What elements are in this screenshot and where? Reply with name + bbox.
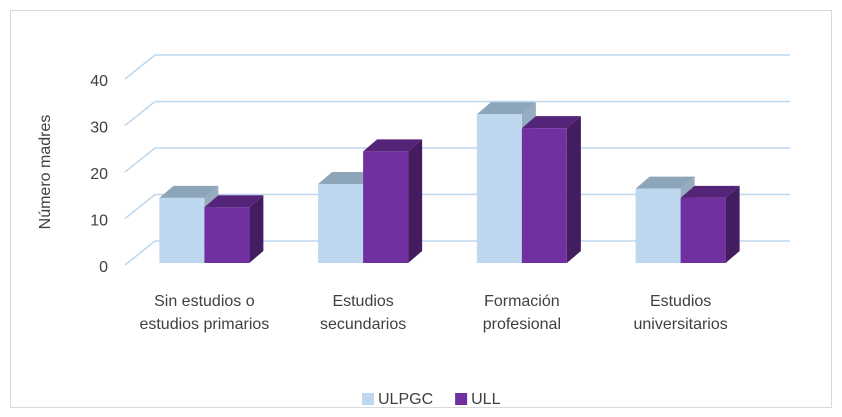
bar-side — [408, 139, 423, 263]
grid-line-depth — [124, 240, 156, 266]
bar-side — [249, 195, 264, 263]
bar — [635, 188, 681, 263]
bar — [159, 197, 205, 263]
bar — [363, 151, 409, 263]
x-tick-label: Estudios secundarios — [319, 293, 407, 333]
x-tick-label: Formación profesional — [482, 293, 562, 333]
y-tick-label: 0 — [99, 259, 108, 276]
bar-top — [204, 195, 264, 208]
bar-top — [159, 185, 219, 198]
bar-top — [363, 139, 423, 152]
bar-side — [566, 116, 581, 264]
legend-label: ULPGC — [378, 391, 433, 408]
grid-line-depth — [124, 147, 156, 173]
bar — [204, 207, 250, 263]
bar — [680, 197, 726, 263]
bar-top — [521, 116, 581, 129]
y-tick-label: 10 — [90, 213, 108, 230]
bar-top — [318, 171, 378, 184]
y-tick-label: 40 — [90, 73, 108, 90]
bar — [521, 128, 567, 263]
bar — [318, 183, 364, 263]
bar-side — [725, 185, 740, 263]
x-tick-label: Estudios universitarios — [633, 293, 728, 333]
legend-swatch — [362, 393, 374, 405]
y-tick-label: 20 — [90, 166, 108, 183]
bar — [476, 114, 522, 263]
x-tick-label: Sin estudios o estudios primarios — [139, 293, 270, 333]
grid-line-depth — [124, 54, 156, 80]
legend-swatch — [455, 393, 468, 405]
grid-line-depth — [124, 193, 156, 220]
bar-top — [680, 185, 740, 198]
bar-top — [476, 102, 536, 115]
y-tick-label: 30 — [90, 120, 108, 137]
legend-label: ULL — [471, 391, 500, 408]
y-axis-title: Número madres — [37, 115, 54, 230]
grid-line-depth — [124, 100, 156, 127]
bar-top — [635, 176, 695, 189]
